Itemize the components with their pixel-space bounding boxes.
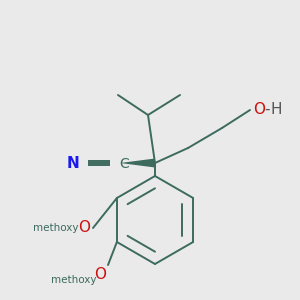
Text: H: H: [270, 101, 281, 116]
Text: methoxy: methoxy: [34, 223, 79, 233]
Text: -: -: [264, 101, 269, 116]
Text: methoxy: methoxy: [50, 275, 96, 285]
Text: O: O: [94, 267, 106, 282]
Text: N: N: [66, 155, 79, 170]
Text: O: O: [253, 101, 265, 116]
Text: O: O: [78, 220, 90, 236]
Polygon shape: [120, 158, 155, 167]
Text: C: C: [119, 157, 129, 171]
